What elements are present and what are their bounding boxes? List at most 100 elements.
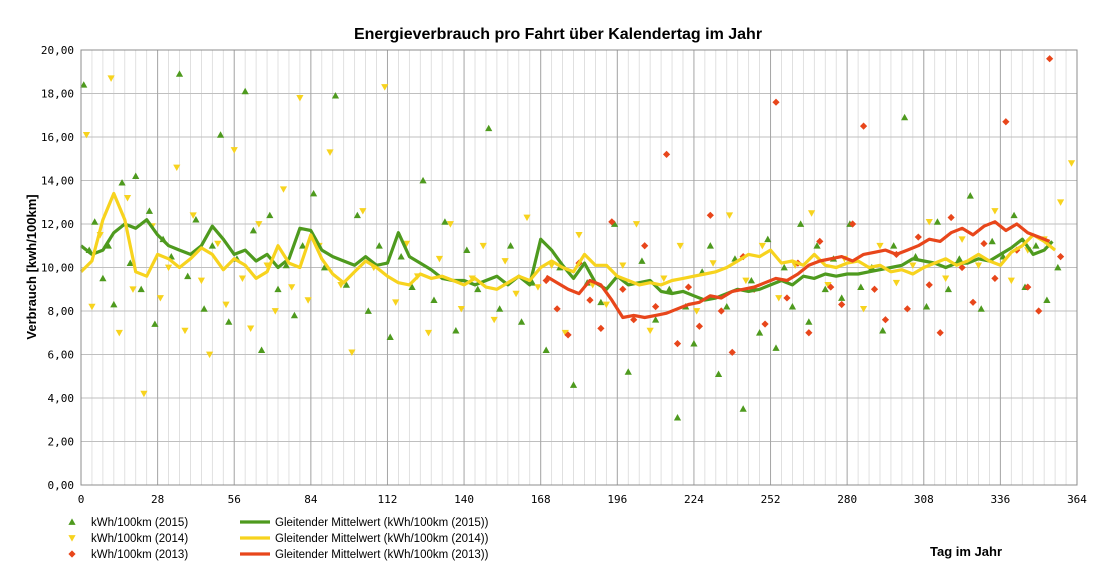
data-point <box>238 275 247 282</box>
data-point <box>424 329 433 337</box>
data-point <box>665 285 673 293</box>
data-point <box>991 208 999 215</box>
data-point <box>175 70 184 77</box>
data-point <box>230 147 238 154</box>
data-point <box>430 296 438 304</box>
data-point <box>632 221 641 228</box>
y-tick-label: 10,00 <box>41 262 74 275</box>
data-point <box>553 305 561 313</box>
data-point <box>542 346 550 354</box>
data-point <box>892 279 901 287</box>
data-point <box>299 242 307 249</box>
data-point <box>129 286 137 293</box>
data-point <box>608 218 616 226</box>
data-point <box>512 290 520 298</box>
data-point <box>304 297 312 304</box>
x-tick-label: 224 <box>684 493 704 506</box>
data-point <box>1032 242 1040 249</box>
data-point <box>200 305 208 312</box>
data-point <box>824 282 832 289</box>
data-point <box>1002 118 1010 126</box>
data-point <box>660 275 668 282</box>
data-point <box>610 220 619 227</box>
x-tick-label: 0 <box>78 493 85 506</box>
data-point <box>353 211 361 219</box>
data-point <box>435 255 444 263</box>
data-point <box>909 262 917 269</box>
data-point <box>1046 55 1054 63</box>
x-tick-label: 308 <box>914 493 934 506</box>
data-point <box>717 307 725 315</box>
data-point <box>914 233 922 241</box>
data-point <box>1024 283 1032 291</box>
data-point <box>279 186 288 193</box>
data-point <box>870 285 879 293</box>
x-tick-label: 28 <box>151 493 164 506</box>
data-point <box>619 262 627 269</box>
data-point <box>222 301 230 309</box>
data-point <box>761 320 769 328</box>
moving-average-line-3 <box>80 218 1054 302</box>
x-tick-label: 364 <box>1067 493 1087 506</box>
data-point <box>739 405 747 412</box>
y-tick-labels: 0,00 2,00 4,00 6,00 8,00 10,00 12,00 14,00 16,00… <box>41 44 74 492</box>
data-point <box>780 263 788 271</box>
data-point <box>561 329 569 337</box>
data-point <box>326 149 334 156</box>
data-point <box>879 326 887 334</box>
data-point <box>797 220 805 227</box>
data-point <box>755 329 764 336</box>
data-point <box>586 296 594 304</box>
data-point <box>247 325 255 332</box>
data-point <box>1010 211 1018 219</box>
data-point <box>925 281 933 289</box>
legend-label: kWh/100km (2013) <box>91 549 188 561</box>
data-point <box>126 259 134 267</box>
y-axis-label: Verbrauch [kwh/100km] <box>24 194 39 339</box>
data-point <box>1035 307 1043 315</box>
data-point <box>403 240 411 248</box>
data-point <box>151 320 159 327</box>
data-point <box>838 300 846 309</box>
data-point <box>145 207 154 214</box>
data-point <box>597 324 605 332</box>
y-tick-label: 8,00 <box>48 305 75 318</box>
scatter-series-1 <box>82 75 1076 398</box>
data-point <box>772 344 780 351</box>
data-point <box>1067 160 1076 167</box>
y-tick-label: 14,00 <box>41 175 74 188</box>
data-point <box>624 368 632 375</box>
data-point <box>690 340 698 347</box>
data-point <box>517 318 526 325</box>
data-point <box>813 242 821 249</box>
data-point <box>890 242 898 249</box>
legend: kWh/100km (2015) kWh/100km (2014) kWh/100k… <box>68 517 489 561</box>
data-point <box>859 122 868 130</box>
x-axis-label: Tag im Jahr <box>930 544 1002 559</box>
data-point <box>290 311 299 319</box>
data-point <box>156 295 164 302</box>
x-tick-label: 56 <box>228 493 241 506</box>
y-tick-label: 0,00 <box>48 479 75 492</box>
data-point <box>944 285 952 293</box>
data-point <box>364 307 372 314</box>
data-point <box>463 246 471 253</box>
data-point <box>446 221 454 228</box>
data-point <box>805 318 813 325</box>
data-point <box>936 329 944 337</box>
legend-marker <box>68 518 76 525</box>
x-tick-label: 84 <box>304 493 318 506</box>
data-point <box>876 242 884 250</box>
data-point <box>709 260 717 267</box>
data-point <box>758 242 766 250</box>
data-point <box>991 274 999 282</box>
data-point <box>725 212 734 219</box>
data-point <box>192 216 200 223</box>
legend-label: Gleitender Mittelwert (kWh/100km (2013)) <box>275 549 489 561</box>
data-point <box>807 210 816 217</box>
data-point <box>827 283 835 291</box>
data-point <box>903 305 911 313</box>
data-point <box>419 176 427 184</box>
data-point <box>548 262 556 269</box>
data-point <box>225 318 233 325</box>
